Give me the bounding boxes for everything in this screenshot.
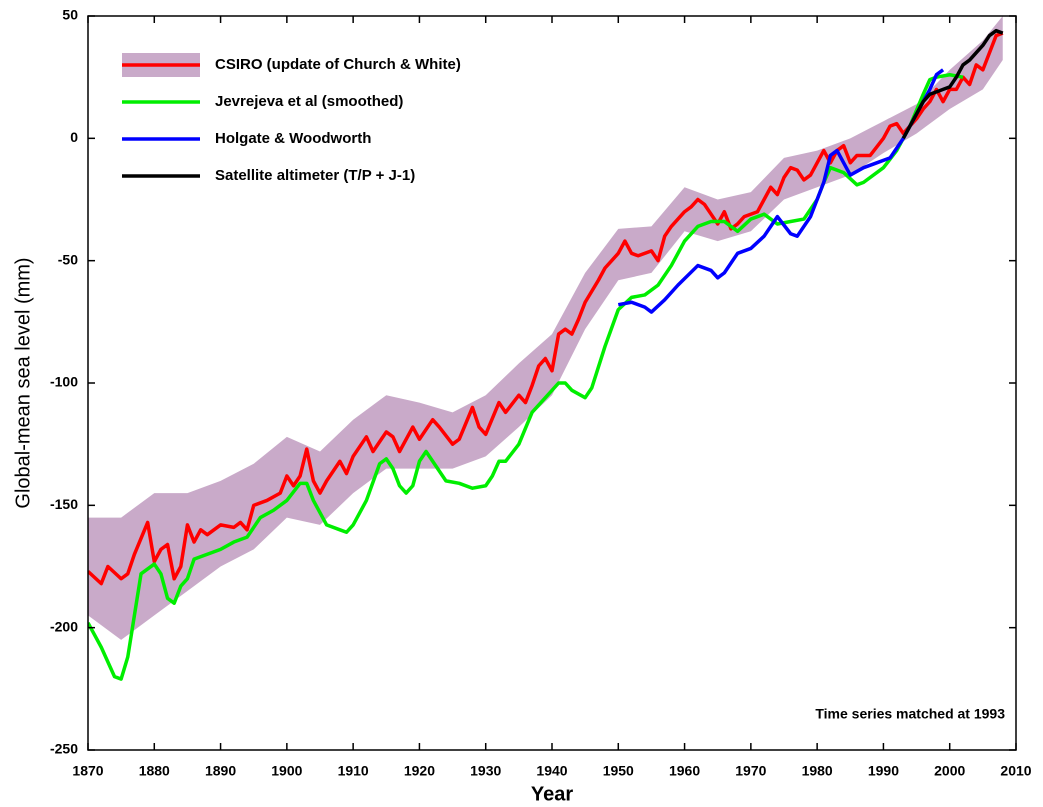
x-tick-label: 1990 [868,763,899,779]
legend-label: Jevrejeva et al (smoothed) [215,93,403,110]
y-tick-label: -150 [50,496,78,512]
x-tick-label: 1870 [72,763,103,779]
x-tick-label: 1910 [338,763,369,779]
x-tick-label: 1890 [205,763,236,779]
y-tick-label: -200 [50,618,78,634]
series-line [88,72,964,681]
y-axis-label: Global-mean sea level (mm) [12,257,34,508]
legend-entry: Jevrejeva et al (smoothed) [122,93,403,110]
x-tick-label: 2000 [934,763,965,779]
x-tick-label: 1980 [802,763,833,779]
series-line [88,31,1004,586]
y-tick-label: -250 [50,741,78,757]
legend-entry: CSIRO (update of Church & White) [122,53,461,77]
x-tick-label: 1920 [404,763,435,779]
x-tick-label: 1960 [669,763,700,779]
plot-area [88,16,1004,681]
x-axis-label: Year [531,783,573,805]
legend-label: Holgate & Woodworth [215,130,371,147]
x-tick-label: 1970 [735,763,766,779]
legend-entry: Satellite altimeter (T/P + J-1) [122,167,415,184]
y-tick-label: 0 [70,129,78,145]
x-tick-label: 1940 [536,763,567,779]
x-tick-label: 2010 [1000,763,1031,779]
annotation: Time series matched at 1993 [815,706,1005,722]
y-tick-label: 50 [62,7,78,23]
x-tick-label: 1880 [139,763,170,779]
series-line [617,68,945,314]
legend-entry: Holgate & Woodworth [122,130,371,147]
y-tick-label: -50 [58,251,78,267]
x-tick-label: 1930 [470,763,501,779]
x-tick-label: 1950 [603,763,634,779]
legend-label: CSIRO (update of Church & White) [215,56,461,73]
x-tick-label: 1900 [271,763,302,779]
legend-label: Satellite altimeter (T/P + J-1) [215,167,415,184]
series-line [901,28,1004,140]
y-tick-label: -100 [50,374,78,390]
